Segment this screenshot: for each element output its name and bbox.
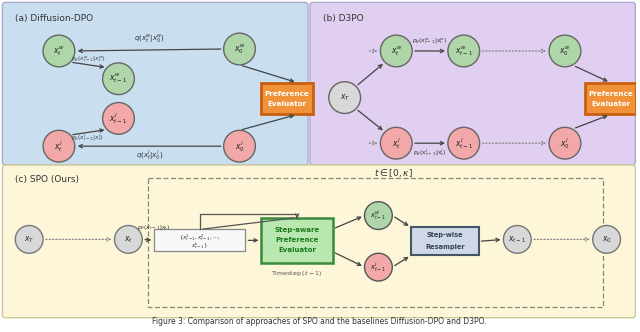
- Text: Resampler: Resampler: [425, 244, 465, 250]
- Text: $x_t^l$: $x_t^l$: [392, 136, 401, 151]
- Text: (a) Diffusion-DPO: (a) Diffusion-DPO: [15, 14, 93, 23]
- Circle shape: [448, 35, 479, 67]
- Text: Preference: Preference: [265, 91, 310, 97]
- Circle shape: [549, 35, 581, 67]
- Text: $p_\theta(x_{t-1}^l|x_t^l)$: $p_\theta(x_{t-1}^l|x_t^l)$: [413, 148, 447, 158]
- Circle shape: [223, 33, 255, 65]
- Circle shape: [223, 130, 255, 162]
- FancyBboxPatch shape: [3, 2, 308, 165]
- Text: $x_0^w$: $x_0^w$: [234, 42, 245, 56]
- Bar: [261, 217, 333, 263]
- Text: Preference: Preference: [588, 91, 633, 97]
- Circle shape: [15, 225, 43, 253]
- Text: Step-wise: Step-wise: [427, 232, 463, 238]
- Circle shape: [504, 225, 531, 253]
- Text: $x_{t-1}^k\}$: $x_{t-1}^k\}$: [191, 240, 209, 251]
- Circle shape: [380, 35, 412, 67]
- Text: $x_t^l$: $x_t^l$: [54, 139, 63, 154]
- Bar: [148, 178, 603, 307]
- Text: Evaluator: Evaluator: [278, 247, 316, 253]
- Text: $x_T$: $x_T$: [24, 234, 35, 245]
- Text: (c) SPO (Ours): (c) SPO (Ours): [15, 175, 79, 184]
- Circle shape: [448, 127, 479, 159]
- Circle shape: [380, 127, 412, 159]
- Bar: [411, 227, 479, 255]
- Circle shape: [549, 127, 581, 159]
- Circle shape: [329, 82, 360, 114]
- Text: $x_{t-1}^w$: $x_{t-1}^w$: [371, 209, 387, 222]
- Text: $x_t$: $x_t$: [124, 234, 133, 245]
- Text: Timestep $(t-1)$: Timestep $(t-1)$: [271, 269, 323, 278]
- Text: $x_{t-1}^l$: $x_{t-1}^l$: [454, 136, 473, 151]
- Text: $x_t^w$: $x_t^w$: [53, 44, 65, 58]
- Text: $x_{t-1}^l$: $x_{t-1}^l$: [109, 111, 127, 126]
- Text: $x_t^w$: $x_t^w$: [390, 44, 402, 58]
- Text: $x_{t-1}^w$: $x_{t-1}^w$: [454, 44, 473, 58]
- Text: $x_0^l$: $x_0^l$: [560, 136, 570, 151]
- Text: $p_\theta(x_{t-1}^l|x_t^l)$: $p_\theta(x_{t-1}^l|x_t^l)$: [71, 133, 104, 143]
- Text: $q(x_t^l|x_0^l)$: $q(x_t^l|x_0^l)$: [136, 148, 163, 162]
- Circle shape: [102, 63, 134, 95]
- Circle shape: [115, 225, 142, 253]
- Bar: [261, 83, 313, 115]
- Text: $x_0^l$: $x_0^l$: [235, 139, 244, 154]
- Circle shape: [593, 225, 621, 253]
- Text: Step-aware: Step-aware: [275, 227, 320, 233]
- Circle shape: [365, 253, 392, 281]
- Text: $p_\theta(x_{t-1}|x_t)$: $p_\theta(x_{t-1}|x_t)$: [136, 223, 170, 232]
- FancyBboxPatch shape: [3, 165, 636, 318]
- Text: $\{x_{t-1}^1, x_{t-1}^2, \cdots,$: $\{x_{t-1}^1, x_{t-1}^2, \cdots,$: [179, 232, 221, 243]
- Text: $p_\theta(x_{t-1}^w|x_t^w)$: $p_\theta(x_{t-1}^w|x_t^w)$: [71, 54, 106, 63]
- Text: $p_\theta(x_{t-1}^w|x_t^w)$: $p_\theta(x_{t-1}^w|x_t^w)$: [412, 37, 447, 46]
- Text: $x_0^w$: $x_0^w$: [559, 44, 571, 58]
- FancyBboxPatch shape: [310, 2, 636, 165]
- Text: Preference: Preference: [275, 237, 319, 243]
- Text: $q(x_t^w|x_0^w)$: $q(x_t^w|x_0^w)$: [134, 33, 164, 45]
- Text: $t \in [0, \kappa]$: $t \in [0, \kappa]$: [374, 167, 413, 179]
- Circle shape: [43, 35, 75, 67]
- Bar: [585, 83, 636, 115]
- Text: $x_{t-1}^w$: $x_{t-1}^w$: [109, 72, 127, 85]
- Text: Evaluator: Evaluator: [591, 101, 630, 107]
- Text: $x_T$: $x_T$: [339, 92, 350, 103]
- Bar: [154, 229, 246, 251]
- Text: (b) D3PO: (b) D3PO: [323, 14, 364, 23]
- Text: $x_{t-1}^l$: $x_{t-1}^l$: [371, 260, 387, 274]
- Text: $x_{t-1}$: $x_{t-1}$: [508, 234, 527, 245]
- Text: Figure 3: Comparison of approaches of SPO and the baselines Diffusion-DPO and D3: Figure 3: Comparison of approaches of SP…: [152, 317, 486, 326]
- Circle shape: [102, 103, 134, 134]
- Text: $x_0$: $x_0$: [602, 234, 612, 245]
- Circle shape: [43, 130, 75, 162]
- Text: Evaluator: Evaluator: [268, 101, 307, 107]
- Circle shape: [365, 202, 392, 229]
